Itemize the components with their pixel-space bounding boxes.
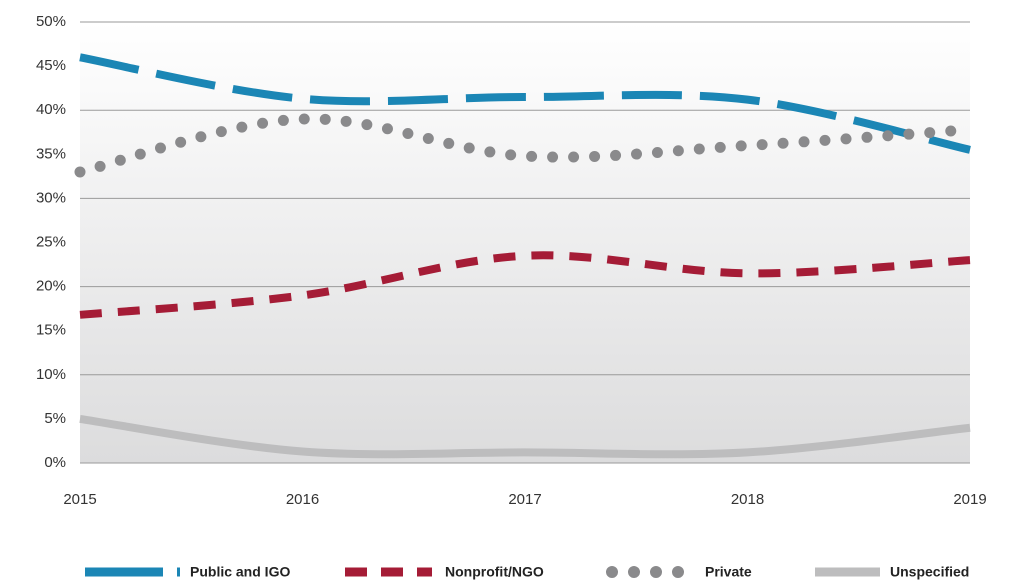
line-series bbox=[74, 113, 976, 178]
y-tick-label: 50% bbox=[36, 13, 66, 30]
line-series bbox=[79, 251, 971, 319]
legend-label: Public and IGO bbox=[190, 564, 290, 580]
x-tick-label: 2015 bbox=[63, 491, 96, 508]
y-tick-label: 25% bbox=[36, 233, 66, 250]
x-tick-label: 2019 bbox=[953, 491, 986, 508]
y-tick-label: 15% bbox=[36, 322, 66, 339]
y-tick-label: 40% bbox=[36, 101, 66, 118]
y-tick-label: 20% bbox=[36, 278, 66, 295]
y-tick-label: 5% bbox=[44, 410, 66, 427]
legend-label: Unspecified bbox=[890, 564, 969, 580]
legend-label: Nonprofit/NGO bbox=[445, 564, 544, 580]
y-tick-label: 30% bbox=[36, 189, 66, 206]
y-tick-label: 45% bbox=[36, 57, 66, 74]
line-series bbox=[79, 53, 971, 154]
line-series bbox=[79, 414, 971, 459]
y-tick-label: 10% bbox=[36, 366, 66, 383]
legend-label: Private bbox=[705, 564, 752, 580]
y-tick-label: 35% bbox=[36, 145, 66, 162]
x-tick-label: 2018 bbox=[731, 491, 764, 508]
y-tick-label: 0% bbox=[44, 454, 66, 471]
x-tick-label: 2017 bbox=[508, 491, 541, 508]
x-tick-label: 2016 bbox=[286, 491, 319, 508]
